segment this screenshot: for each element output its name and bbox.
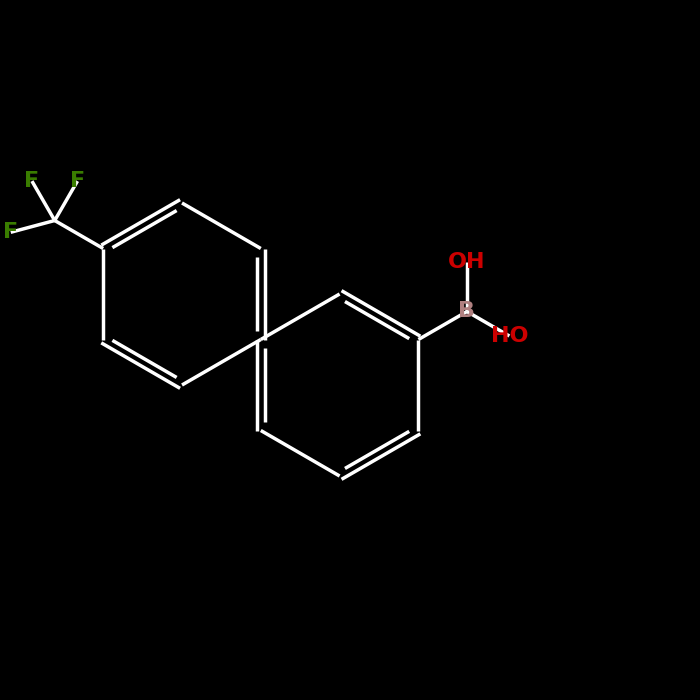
Text: HO: HO	[491, 326, 528, 346]
Text: B: B	[458, 302, 475, 321]
Text: F: F	[70, 171, 85, 191]
Text: F: F	[25, 171, 39, 191]
Text: F: F	[4, 223, 18, 242]
Text: OH: OH	[448, 253, 486, 272]
